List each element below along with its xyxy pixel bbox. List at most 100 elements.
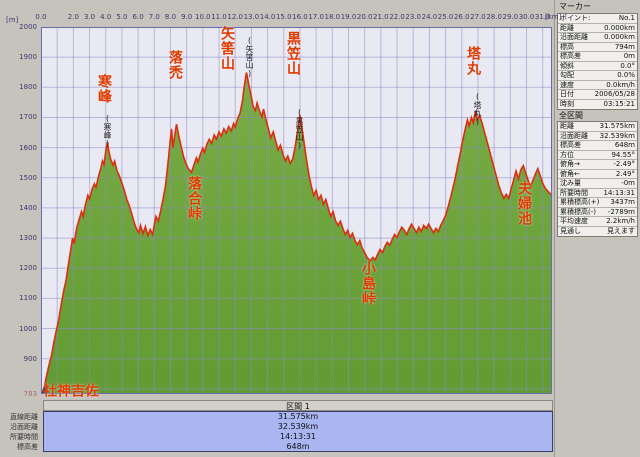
info-row-value: 3437m: [610, 198, 635, 206]
x-tick-label: 23.0: [405, 13, 422, 21]
plot-border: [41, 27, 552, 394]
footer-row-value: 648m: [286, 442, 310, 451]
info-row-value: No.1: [618, 14, 635, 22]
x-tick-label: 30.0: [518, 13, 535, 21]
elevation-plot[interactable]: [41, 27, 552, 394]
info-row: 時刻 03:15:21: [558, 100, 637, 110]
x-tick-label: 29.0: [502, 13, 519, 21]
peak-sub-label: (矢筈山): [245, 36, 254, 78]
info-row-label: 時刻: [560, 99, 574, 108]
x-tick-label: 9.0: [181, 13, 193, 21]
y-tick-label: 1500: [19, 173, 37, 182]
info-row-label: ポイント:: [560, 14, 591, 22]
x-tick-label: 22.0: [389, 13, 405, 21]
section-values: 31.575km 32.539km 14:13:31 648m: [43, 411, 553, 452]
info-row-label: 距離: [560, 23, 574, 32]
y-tick-label: 2000: [19, 23, 37, 31]
info-row-label: 沿面距離: [560, 131, 588, 140]
total-table: 距離 31.575km 沿面距離 32.539km 標高差 648m 方位 94.55° 俯角→…: [557, 121, 638, 237]
x-tick-label: 31.0: [534, 13, 551, 21]
x-tick-label: 4.0: [100, 13, 112, 21]
y-tick-label: 1300: [19, 234, 37, 243]
info-row-value: 2.2km/h: [606, 217, 635, 225]
info-row: 見通し 見えます: [558, 227, 637, 237]
footer-row-value: 14:13:31: [280, 432, 316, 441]
y-tick-label: 1600: [19, 143, 37, 152]
info-row-label: 傾斜: [560, 61, 574, 70]
info-row: 累積標高(-) -2789m: [558, 207, 637, 217]
info-row-value: -2.49°: [613, 160, 635, 168]
info-row-label: 勾配: [560, 71, 574, 79]
y-tick-label: 1200: [19, 264, 37, 273]
info-row: 累積標高(+) 3437m: [558, 198, 637, 208]
x-tick-label: 21.0: [373, 13, 389, 21]
info-row-label: 標高: [560, 42, 574, 51]
info-row-value: 0.0°: [620, 61, 635, 70]
start-marker-icon: [41, 385, 49, 394]
total-section-title: 全区間: [559, 111, 583, 120]
elevation-area-fill: [41, 72, 552, 394]
peak-label: 落合峠: [186, 176, 202, 221]
peak-sub-label: (寒峰): [103, 114, 112, 148]
info-row: 勾配 0.0%: [558, 71, 637, 81]
peak-sub-label: (黒笠山): [295, 108, 304, 150]
footer-row-label: 沿面距離: [10, 423, 38, 431]
y-min-label: 783: [23, 390, 37, 398]
x-tick-label: 17.0: [308, 13, 324, 21]
x-tick-label: 2.0: [67, 13, 79, 21]
info-row: 沿面距離 0.000km: [558, 33, 637, 43]
footer-row-label: 標高差: [17, 443, 38, 451]
x-tick-label: 27.0: [470, 13, 486, 21]
section-header: 区間 1: [43, 400, 553, 411]
marker-section-title: マーカー: [559, 2, 591, 11]
marker-table: ポイント: No.1 距離 0.000km 沿面距離 0.000km 標高 794m 標高差 0m…: [557, 13, 638, 110]
x-axis-unit-label: [km]: [545, 13, 562, 21]
info-row-value: -2789m: [607, 207, 635, 216]
peak-sub-label: (塔丸): [473, 92, 482, 126]
x-tick-label: 12.0: [227, 13, 243, 21]
info-row: 標高差 0m: [558, 52, 637, 62]
info-row-value: 03:15:21: [603, 99, 635, 108]
footer-row-label: 所要時間: [10, 433, 38, 441]
elevation-chart-region: [m] [km] 0.0 2.0 3.0 4.0 5.0 6.0 7.0 8.0 9.0 10.0…: [6, 13, 562, 398]
info-row-label: 距離: [560, 122, 574, 130]
x-tick-label: 5.0: [116, 13, 128, 21]
x-tick-label: 19.0: [340, 13, 357, 21]
info-row: ポイント: No.1: [558, 14, 637, 24]
info-row-value: 32.539km: [599, 131, 635, 140]
y-tick-label: 900: [23, 354, 37, 363]
footer-row-value: 32.539km: [277, 422, 319, 431]
x-tick-label: 13.0: [243, 13, 260, 21]
section-summary-panel: 区間 1 31.575km 32.539km 14:13:31 648m: [43, 400, 553, 452]
info-row: 沿面距離 32.539km: [558, 131, 637, 141]
info-row-label: 沿面距離: [560, 33, 588, 41]
info-row-value: 31.575km: [599, 122, 635, 130]
x-tick-label: 28.0: [486, 13, 502, 21]
x-tick-label: 14.0: [259, 13, 276, 21]
info-row-label: 見通し: [560, 226, 581, 235]
x-tick-label: 6.0: [132, 13, 144, 21]
info-row: 距離 31.575km: [558, 122, 637, 132]
info-row-label: 俯角←: [560, 169, 580, 178]
info-row-label: 累積標高(+): [560, 198, 600, 206]
info-row-label: 標高差: [560, 52, 581, 60]
info-row: 方位 94.55°: [558, 151, 637, 160]
info-row-label: 平均速度: [560, 217, 588, 225]
info-row-value: 2006/05/28: [594, 90, 635, 98]
info-row: 日付 2006/05/28: [558, 90, 637, 100]
peak-label: 佐吉神社: [41, 383, 99, 398]
info-row-value: 0m: [623, 52, 635, 60]
info-sidebar: マーカー ポイント: No.1 距離 0.000km 沿面距離 0.000km 標高 794m…: [554, 0, 640, 457]
x-tick-label: 16.0: [292, 13, 308, 21]
info-row: 傾斜 0.0°: [558, 61, 637, 71]
info-row-value: -0m: [621, 179, 635, 187]
y-tick-label: 1700: [19, 113, 37, 122]
info-row: 距離 0.000km: [558, 23, 637, 33]
x-tick-label: 20.0: [356, 13, 373, 21]
y-axis-unit-label: [m]: [6, 16, 19, 24]
peak-label: 黒笠山: [285, 31, 301, 76]
info-row-value: 0.0%: [617, 71, 635, 79]
info-row-label: 速度: [560, 80, 574, 89]
info-row-label: 標高差: [560, 141, 581, 149]
x-tick-label: 10.0: [195, 13, 211, 21]
